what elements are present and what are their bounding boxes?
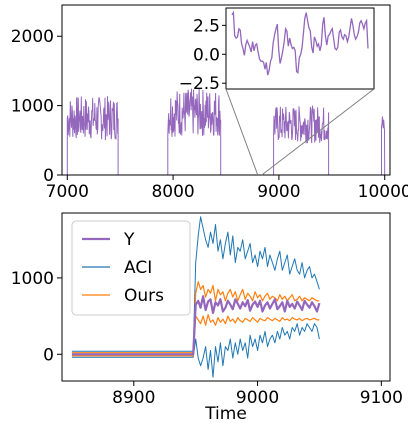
ours-upper-line [71, 281, 320, 354]
x-tick-label: 8900 [112, 388, 155, 408]
y-tick-label: 2000 [11, 27, 54, 47]
zoom-connector-left [225, 88, 259, 176]
x-tick-label: 8000 [151, 182, 194, 202]
bottom-chart: 8900 9000 9100 0 1000 Time Y ACI Ours [11, 212, 403, 423]
inset-series-line [231, 10, 369, 76]
x-tick-label: 9000 [257, 182, 300, 202]
y-tick-label: 1000 [11, 269, 54, 289]
plot-frame [61, 4, 391, 176]
aci-upper-line [71, 216, 320, 352]
plot-frame [61, 212, 391, 382]
legend: Y ACI Ours [71, 220, 191, 316]
inset-frame [225, 7, 375, 90]
legend-label: Y [123, 230, 135, 250]
y-tick-label: 1000 [11, 97, 54, 117]
x-tick-label: 9000 [236, 388, 279, 408]
aci-lower-line [71, 323, 320, 378]
legend-box [71, 220, 191, 316]
series-line-signal [66, 88, 386, 176]
top-chart: 7000 8000 9000 10000 0 1000 2000 2.5 0.0 −2.5 [11, 4, 408, 202]
x-tick-label: 10000 [358, 182, 408, 202]
x-axis-label: Time [204, 404, 247, 423]
x-tick-label: 9100 [360, 388, 403, 408]
y-series-line [71, 295, 321, 356]
inset-y-tick-label: 2.5 [193, 16, 220, 36]
inset-y-tick-label: 0.0 [193, 45, 220, 65]
legend-label: Ours [124, 286, 164, 306]
zoom-connector-right [261, 88, 375, 176]
legend-label: ACI [124, 258, 152, 278]
y-tick-label: 0 [43, 166, 54, 186]
inset-y-tick-label: −2.5 [179, 74, 220, 94]
x-tick-label: 7000 [46, 182, 89, 202]
y-tick-label: 0 [43, 345, 54, 365]
